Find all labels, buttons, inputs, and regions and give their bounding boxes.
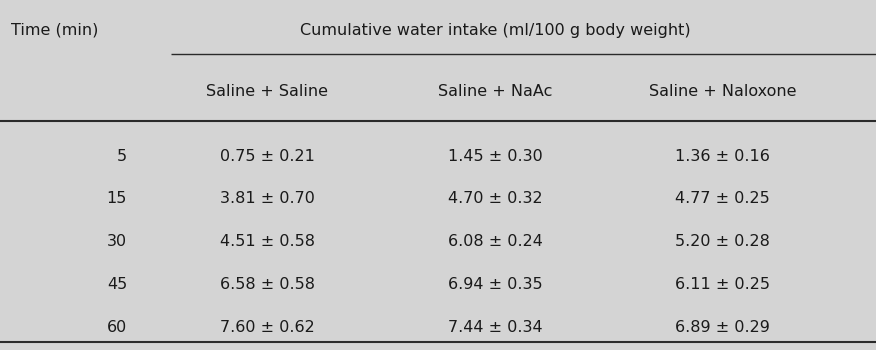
- Text: 6.89 ± 0.29: 6.89 ± 0.29: [675, 320, 770, 335]
- Text: 3.81 ± 0.70: 3.81 ± 0.70: [220, 191, 314, 206]
- Text: 1.45 ± 0.30: 1.45 ± 0.30: [448, 149, 542, 164]
- Text: 4.77 ± 0.25: 4.77 ± 0.25: [675, 191, 770, 206]
- Text: Time (min): Time (min): [11, 23, 99, 38]
- Text: Saline + NaAc: Saline + NaAc: [438, 84, 552, 99]
- Text: 4.51 ± 0.58: 4.51 ± 0.58: [220, 234, 314, 249]
- Text: 6.94 ± 0.35: 6.94 ± 0.35: [448, 277, 542, 292]
- Text: 5.20 ± 0.28: 5.20 ± 0.28: [675, 234, 770, 249]
- Text: 7.60 ± 0.62: 7.60 ± 0.62: [220, 320, 314, 335]
- Text: 30: 30: [107, 234, 127, 249]
- Text: 60: 60: [107, 320, 127, 335]
- Text: Cumulative water intake (ml/100 g body weight): Cumulative water intake (ml/100 g body w…: [300, 23, 690, 38]
- Text: 6.11 ± 0.25: 6.11 ± 0.25: [675, 277, 770, 292]
- Text: 6.08 ± 0.24: 6.08 ± 0.24: [448, 234, 542, 249]
- Text: 5: 5: [117, 149, 127, 164]
- Text: 1.36 ± 0.16: 1.36 ± 0.16: [675, 149, 770, 164]
- Text: 7.44 ± 0.34: 7.44 ± 0.34: [448, 320, 542, 335]
- Text: Saline + Naloxone: Saline + Naloxone: [649, 84, 796, 99]
- Text: Saline + Saline: Saline + Saline: [206, 84, 328, 99]
- Text: 45: 45: [107, 277, 127, 292]
- Text: 6.58 ± 0.58: 6.58 ± 0.58: [220, 277, 314, 292]
- Text: 4.70 ± 0.32: 4.70 ± 0.32: [448, 191, 542, 206]
- Text: 0.75 ± 0.21: 0.75 ± 0.21: [220, 149, 314, 164]
- Text: 15: 15: [107, 191, 127, 206]
